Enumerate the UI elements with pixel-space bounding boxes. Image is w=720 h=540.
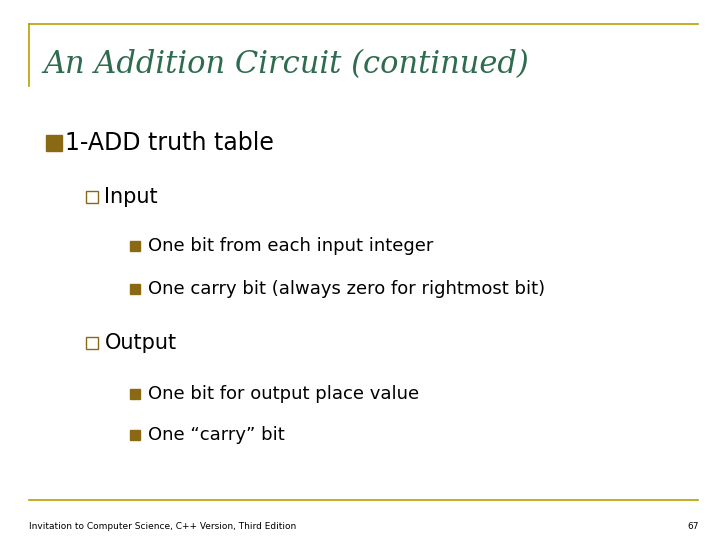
Bar [86,191,98,203]
Text: Invitation to Computer Science, C++ Version, Third Edition: Invitation to Computer Science, C++ Vers… [29,522,296,531]
Bar [130,241,140,251]
Text: One carry bit (always zero for rightmost bit): One carry bit (always zero for rightmost… [148,280,545,298]
Bar [130,430,140,440]
Text: 67: 67 [687,522,698,531]
Text: One bit from each input integer: One bit from each input integer [148,237,433,255]
Bar [130,389,140,399]
Text: Output: Output [104,333,176,353]
Bar [46,135,62,151]
Text: One bit for output place value: One bit for output place value [148,385,419,403]
Text: Input: Input [104,187,158,207]
Text: One “carry” bit: One “carry” bit [148,426,284,444]
Bar [86,337,98,349]
Bar [130,284,140,294]
Text: An Addition Circuit (continued): An Addition Circuit (continued) [43,49,529,80]
Text: 1-ADD truth table: 1-ADD truth table [65,131,274,155]
